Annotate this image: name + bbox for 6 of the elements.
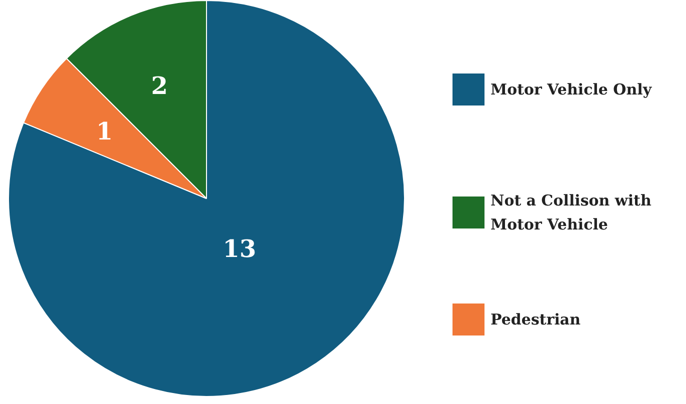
data-label: 1 bbox=[96, 116, 113, 146]
legend-label: Pedestrian bbox=[490, 310, 581, 328]
legend-label: Not a Collison with Motor Vehicle bbox=[490, 192, 652, 234]
legend-label: Motor Vehicle Only bbox=[490, 80, 653, 98]
data-label: 13 bbox=[222, 234, 256, 263]
data-label: 2 bbox=[151, 71, 168, 100]
